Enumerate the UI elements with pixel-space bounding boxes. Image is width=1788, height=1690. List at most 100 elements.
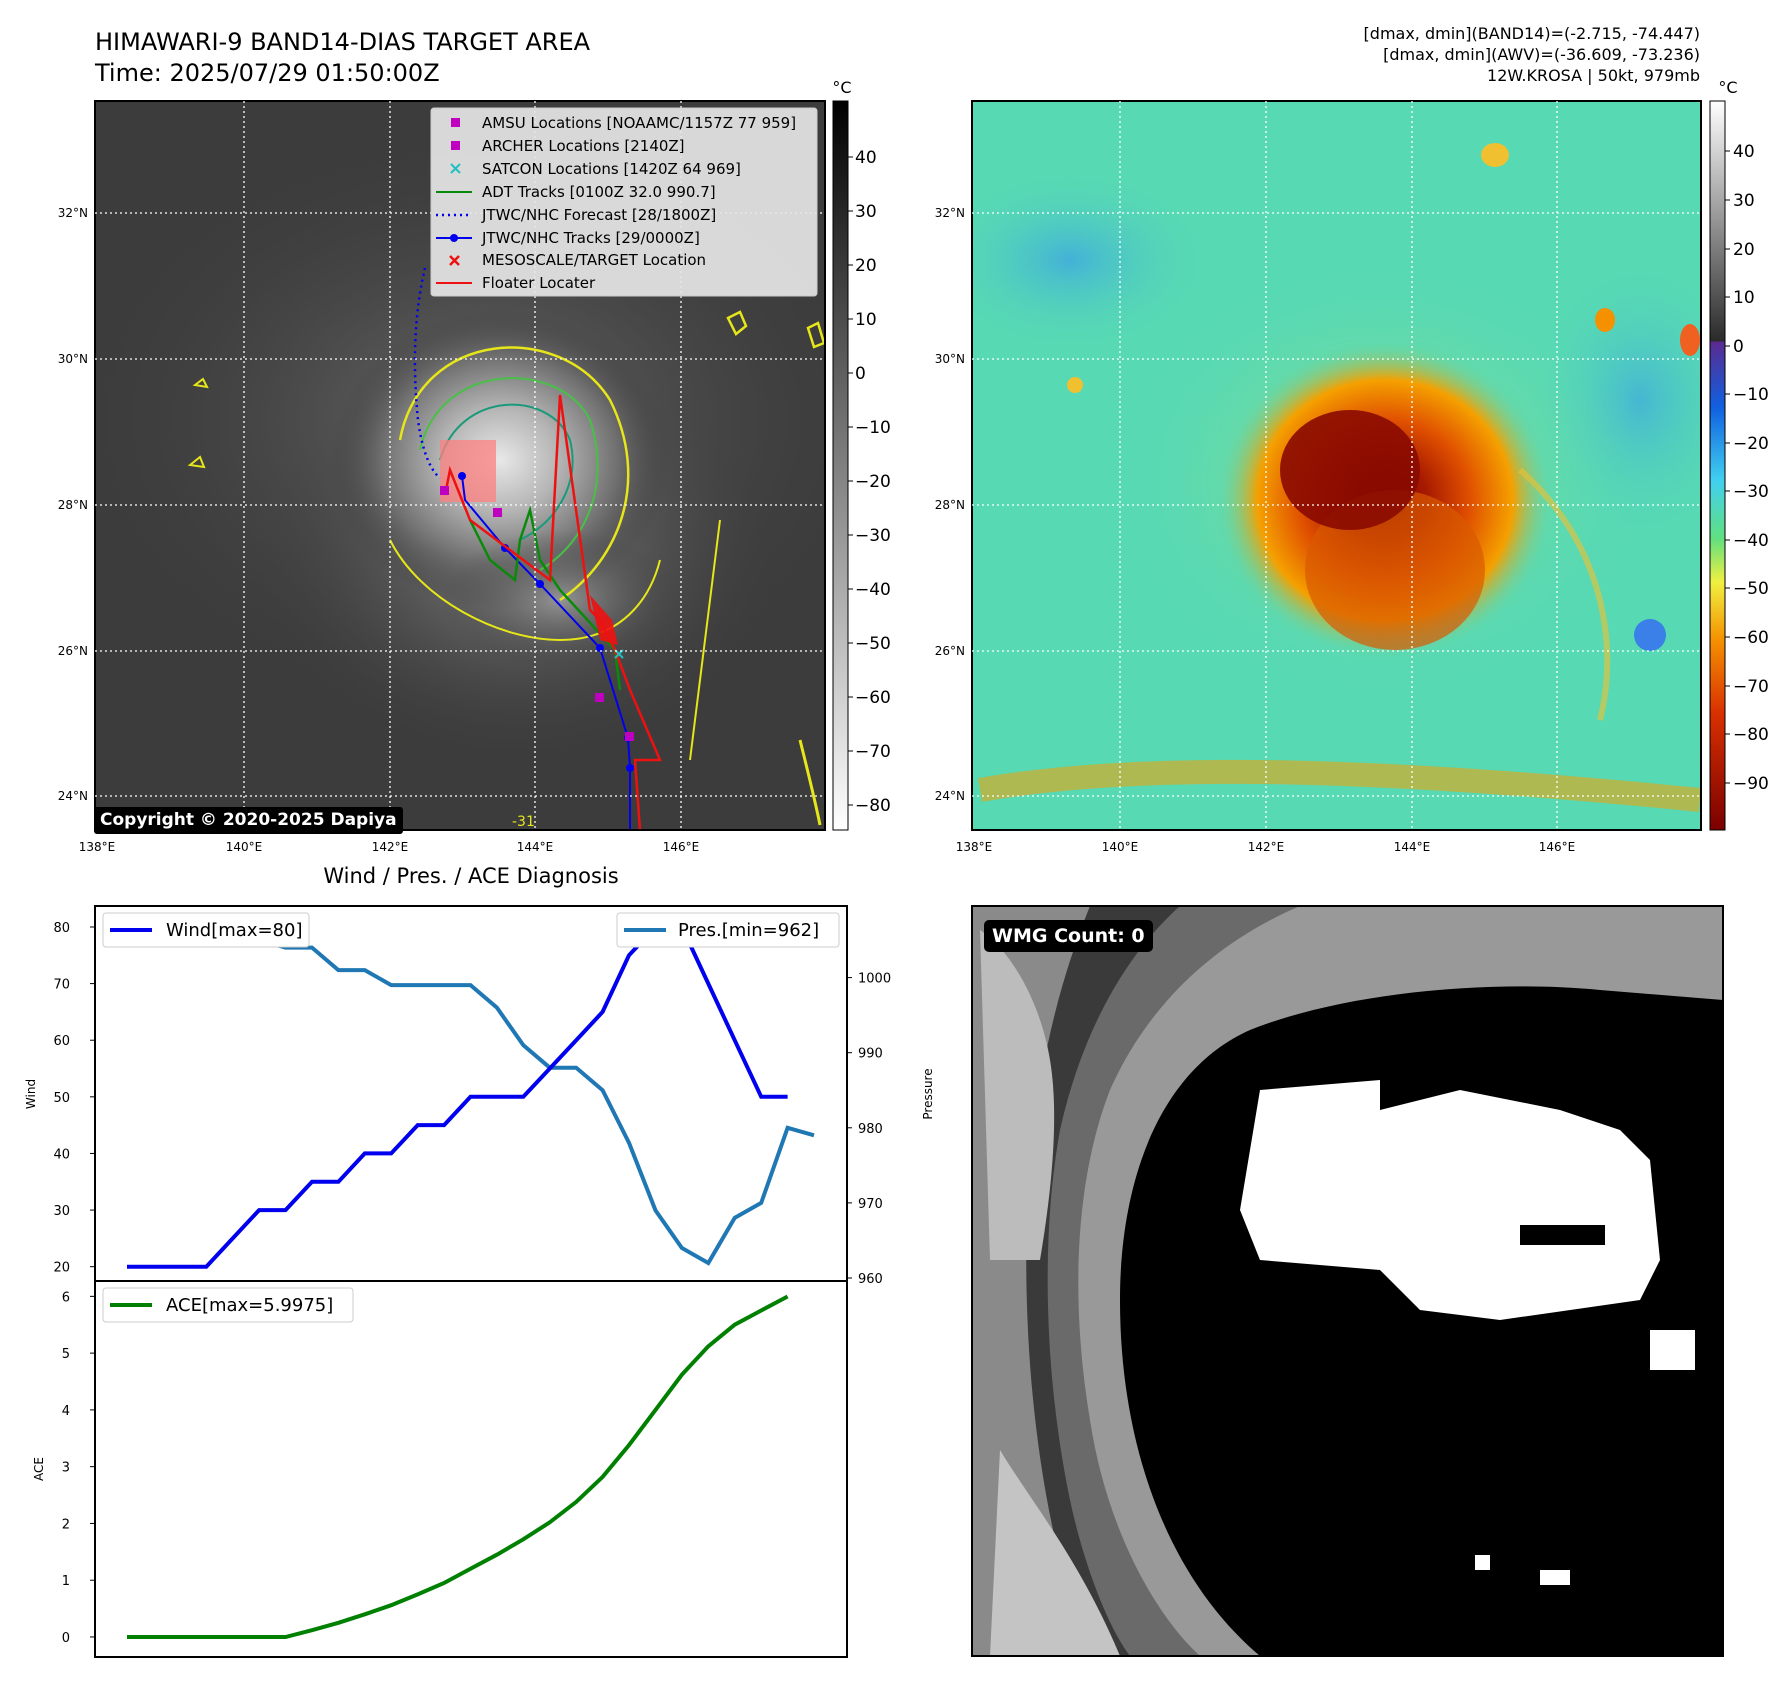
right-map-lat-labels: 32°N 30°N 28°N 26°N 24°N bbox=[935, 206, 965, 803]
lat-label-3: 26°N bbox=[58, 644, 88, 658]
legend-label-6: MESOSCALE/TARGET Location bbox=[482, 251, 706, 269]
pressure-tick-label: 980 bbox=[858, 1122, 883, 1137]
lon-label-3: 144°E bbox=[517, 840, 554, 854]
legend-icon-amsu bbox=[451, 118, 460, 127]
right-map-lon-labels: 138°E 140°E 142°E 144°E 146°E bbox=[956, 840, 1576, 854]
left-cbar-tick-label: 40 bbox=[855, 148, 877, 168]
left-colorbar: °C 40 30 20 10 0 −10 −20 −30 −40 −50 −60 −70 −80 bbox=[832, 78, 891, 831]
lat-label-2: 28°N bbox=[58, 498, 88, 512]
awv-map bbox=[972, 101, 1701, 830]
pressure-tick-label: 1000 bbox=[858, 972, 891, 987]
copyright-badge: Copyright © 2020-2025 Dapiya bbox=[94, 807, 403, 834]
legend-label-3: ADT Tracks [0100Z 32.0 990.7] bbox=[482, 183, 716, 201]
jtwc-track bbox=[461, 475, 631, 830]
wind-axis-ticks: 80 70 60 50 40 30 20 bbox=[53, 921, 95, 1276]
lat-label-0: 32°N bbox=[58, 206, 88, 220]
right-cbar-tick-label: 20 bbox=[1733, 240, 1755, 260]
left-cbar-tick-label: 0 bbox=[855, 364, 866, 384]
wind-tick-label: 70 bbox=[53, 978, 70, 993]
legend-label-4: JTWC/NHC Forecast [28/1800Z] bbox=[481, 206, 716, 224]
info-awv: [dmax, dmin](AWV)=(-36.609, -73.236) bbox=[1383, 45, 1700, 64]
left-map-lat-labels: 32°N 30°N 28°N 26°N 24°N bbox=[58, 206, 88, 803]
wind-tick-label: 50 bbox=[53, 1091, 70, 1106]
amsu-markers bbox=[440, 486, 634, 741]
legend-icon-target bbox=[449, 255, 460, 266]
right-colorbar-ticks: 40 30 20 10 0 −10 −20 −30 −40 −50 −60 −70 −80 −90 bbox=[1725, 142, 1769, 794]
left-cbar-tick-label: −40 bbox=[855, 580, 891, 600]
info-storm: 12W.KROSA | 50kt, 979mb bbox=[1487, 66, 1700, 85]
left-colorbar-unit: °C bbox=[832, 78, 851, 97]
r-lat-label-1: 30°N bbox=[935, 352, 965, 366]
legend-icon-satcon bbox=[450, 163, 461, 174]
contour-label: -31 bbox=[512, 814, 535, 830]
right-colorbar: °C 40 30 20 10 0 −10 −20 −30 −40 −50 −60 −70 −80 −90 bbox=[1709, 78, 1769, 831]
legend-label-2: SATCON Locations [1420Z 64 969] bbox=[482, 160, 741, 178]
legend-label-0: AMSU Locations [NOAAMC/1157Z 77 959] bbox=[482, 114, 796, 132]
ace-tick-label: 0 bbox=[62, 1631, 70, 1646]
wind-tick-label: 80 bbox=[53, 921, 70, 936]
r-lon-label-0: 138°E bbox=[956, 840, 993, 854]
right-cbar-tick-label: −40 bbox=[1733, 531, 1769, 551]
right-cbar-tick-label: −90 bbox=[1733, 774, 1769, 794]
jtwc-forecast-track bbox=[413, 267, 441, 479]
right-cbar-tick-label: 40 bbox=[1733, 142, 1755, 162]
left-map-lon-labels: 138°E 140°E 142°E 144°E 146°E bbox=[79, 840, 700, 854]
right-cbar-tick-label: −20 bbox=[1733, 434, 1769, 454]
pressure-legend: Pres.[min=962] bbox=[616, 912, 840, 948]
right-cbar-tick-label: −70 bbox=[1733, 677, 1769, 697]
ace-tick-label: 5 bbox=[62, 1347, 70, 1362]
legend-label-7: Floater Locater bbox=[482, 274, 596, 292]
left-cbar-tick-label: 20 bbox=[855, 256, 877, 276]
wind-legend-label: Wind[max=80] bbox=[166, 920, 303, 941]
r-lat-label-0: 32°N bbox=[935, 206, 965, 220]
r-lon-label-1: 140°E bbox=[1102, 840, 1139, 854]
ace-tick-label: 1 bbox=[62, 1574, 70, 1589]
right-map-gridlines bbox=[972, 101, 1701, 830]
r-lon-label-3: 144°E bbox=[1394, 840, 1431, 854]
left-cbar-tick-label: 10 bbox=[855, 310, 877, 330]
left-cbar-tick-label: −70 bbox=[855, 742, 891, 762]
wind-axis-label: Wind bbox=[24, 1079, 38, 1109]
r-lat-label-4: 24°N bbox=[935, 789, 965, 803]
wind-tick-label: 40 bbox=[53, 1147, 70, 1162]
wind-tick-label: 60 bbox=[53, 1034, 70, 1049]
r-lon-label-2: 142°E bbox=[1248, 840, 1285, 854]
wmg-count-badge: WMG Count: 0 bbox=[984, 920, 1153, 952]
left-map-frame bbox=[94, 100, 826, 831]
legend-label-5: JTWC/NHC Tracks [29/0000Z] bbox=[481, 229, 700, 247]
pressure-tick-label: 990 bbox=[858, 1047, 883, 1062]
right-cbar-tick-label: −10 bbox=[1733, 385, 1769, 405]
adt-track bbox=[468, 505, 622, 691]
right-map-frame bbox=[971, 100, 1702, 831]
right-cbar-tick-label: 10 bbox=[1733, 288, 1755, 308]
ace-axis-label: ACE bbox=[32, 1457, 46, 1481]
wind-tick-label: 30 bbox=[53, 1204, 70, 1219]
legend-icon-jtwc-track bbox=[436, 234, 472, 242]
right-cbar-tick-label: −80 bbox=[1733, 725, 1769, 745]
right-cbar-tick-label: 0 bbox=[1733, 337, 1744, 357]
legend-label-1: ARCHER Locations [2140Z] bbox=[482, 137, 685, 155]
r-lon-label-4: 146°E bbox=[1539, 840, 1576, 854]
ace-tick-label: 2 bbox=[62, 1517, 70, 1532]
left-cbar-tick-label: −10 bbox=[855, 418, 891, 438]
left-cbar-tick-label: −20 bbox=[855, 472, 891, 492]
ace-tick-label: 4 bbox=[62, 1404, 70, 1419]
legend-icon-archer bbox=[451, 141, 460, 150]
ace-legend: ACE[max=5.9975] bbox=[102, 1287, 354, 1323]
wmg-panel bbox=[972, 906, 1723, 1656]
wind-tick-label: 20 bbox=[53, 1261, 70, 1276]
wmg-panel-frame bbox=[971, 905, 1724, 1657]
ace-axis-ticks: 6 5 4 3 2 1 0 bbox=[62, 1290, 95, 1646]
lat-label-4: 24°N bbox=[58, 789, 88, 803]
lon-label-0: 138°E bbox=[79, 840, 116, 854]
lat-label-1: 30°N bbox=[58, 352, 88, 366]
right-colorbar-unit: °C bbox=[1718, 78, 1737, 97]
wind-pressure-axes bbox=[94, 905, 848, 1282]
ace-tick-label: 6 bbox=[62, 1290, 70, 1305]
right-cbar-tick-label: −30 bbox=[1733, 482, 1769, 502]
pressure-axis-ticks: 1000 990 980 970 960 bbox=[847, 972, 891, 1287]
left-cbar-tick-label: −50 bbox=[855, 634, 891, 654]
chart-title: Wind / Pres. / ACE Diagnosis bbox=[323, 864, 618, 888]
right-cbar-tick-label: 30 bbox=[1733, 191, 1755, 211]
